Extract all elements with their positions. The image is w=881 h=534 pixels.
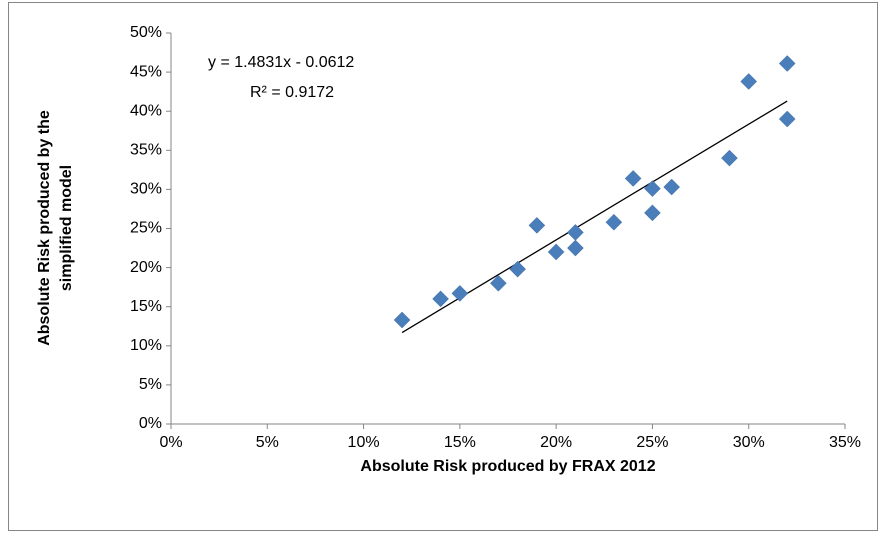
data-point [644, 180, 661, 197]
data-point [721, 149, 738, 167]
data-point [740, 73, 758, 90]
x-tick-label: 25% [636, 434, 668, 451]
y-tick-label: 0% [139, 415, 162, 432]
data-point [567, 239, 584, 257]
r-squared: R² = 0.9172 [250, 84, 334, 101]
data-point [509, 260, 526, 278]
x-tick-label: 35% [829, 434, 861, 451]
data-point [547, 243, 565, 261]
x-tick-label: 0% [159, 434, 182, 451]
x-tick-label: 10% [348, 434, 380, 451]
y-tick-label: 50% [130, 24, 162, 41]
x-axis-title: Absolute Risk produced by FRAX 2012 [360, 458, 655, 475]
y-tick-label: 45% [130, 63, 162, 80]
data-point [432, 290, 449, 308]
y-tick-label: 25% [130, 220, 162, 237]
y-tick-label: 40% [130, 102, 162, 119]
y-axis-title-line: simplified model [58, 165, 75, 291]
data-point [644, 204, 661, 222]
y-tick-label: 20% [130, 259, 162, 276]
data-point [778, 55, 796, 72]
data-point [490, 274, 507, 292]
x-tick-label: 5% [256, 434, 279, 451]
data-point [778, 110, 796, 128]
x-tick-label: 15% [444, 434, 476, 451]
x-tick-label: 20% [540, 434, 572, 451]
data-point [451, 285, 469, 302]
y-tick-label: 15% [130, 298, 162, 315]
x-tick-label: 30% [733, 434, 765, 451]
y-tick-label: 5% [139, 376, 162, 393]
data-point [605, 213, 623, 231]
y-tick-label: 10% [130, 337, 162, 354]
data-point [663, 178, 681, 196]
chart-border [8, 2, 878, 531]
trendline-equation: y = 1.4831x - 0.0612 [208, 54, 354, 71]
y-axis-title: Absolute Risk produced by the simplified… [36, 110, 75, 346]
y-tick-label: 35% [130, 142, 162, 159]
data-point [624, 170, 642, 187]
y-axis-title-line: Absolute Risk produced by the [36, 110, 53, 346]
data-point [393, 311, 411, 329]
data-point [528, 217, 546, 234]
y-tick-label: 30% [130, 181, 162, 198]
